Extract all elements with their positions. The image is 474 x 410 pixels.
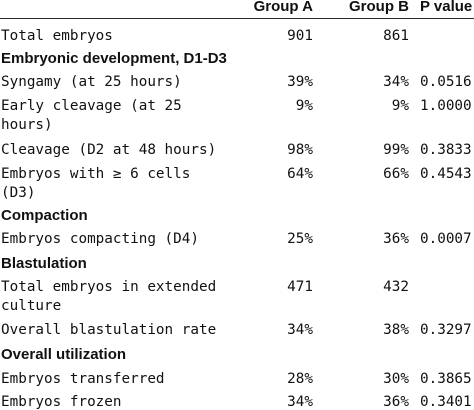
row-label: Embryos transferred (1, 371, 165, 387)
p-value: 0.3401 (420, 394, 472, 410)
column-header-p-value: P value (420, 0, 473, 15)
group-b-value: 861 (383, 28, 409, 44)
group-b-value: 66% (383, 166, 409, 182)
column-header-group-b: Group B (349, 0, 409, 15)
group-b-value: 432 (383, 279, 409, 295)
group-a-value: 34% (287, 322, 313, 338)
row-label: Embryos compacting (D4) (1, 231, 199, 247)
row-label: Cleavage (D2 at 48 hours) (1, 142, 217, 158)
group-a-value: 64% (287, 166, 313, 182)
row-label-continued: (D3) (1, 185, 36, 201)
section-title: Embryonic development, D1-D3 (1, 50, 227, 67)
section-title: Compaction (1, 207, 88, 224)
group-a-value: 901 (287, 28, 313, 44)
row-label: Embryos with ≥ 6 cells (1, 166, 191, 182)
row-label: Total embryos in extended (1, 279, 217, 295)
p-value: 0.3833 (420, 142, 472, 158)
p-value: 0.0007 (420, 231, 472, 247)
p-value: 0.3297 (420, 322, 472, 338)
group-a-value: 471 (287, 279, 313, 295)
row-label-continued: hours) (1, 117, 53, 133)
group-b-value: 34% (383, 74, 409, 90)
p-value: 0.3865 (420, 371, 472, 387)
group-a-value: 25% (287, 231, 313, 247)
p-value: 0.0516 (420, 74, 472, 90)
group-b-value: 99% (383, 142, 409, 158)
group-a-value: 9% (295, 98, 313, 114)
group-a-value: 98% (287, 142, 313, 158)
group-a-value: 34% (287, 394, 313, 410)
group-b-value: 9% (391, 98, 409, 114)
p-value: 0.4543 (420, 166, 472, 182)
row-label: Early cleavage (at 25 (1, 98, 182, 114)
row-label: Syngamy (at 25 hours) (1, 74, 182, 90)
column-header-group-a: Group A (253, 0, 313, 15)
group-b-value: 38% (383, 322, 409, 338)
group-a-value: 39% (287, 74, 313, 90)
row-label-continued: culture (1, 298, 62, 314)
p-value: 1.0000 (420, 98, 472, 114)
header-rule (0, 18, 474, 19)
row-label: Embryos frozen (1, 394, 122, 410)
group-b-value: 36% (383, 231, 409, 247)
row-label: Total embryos (1, 28, 113, 44)
section-title: Overall utilization (1, 346, 127, 363)
row-label: Overall blastulation rate (1, 322, 217, 338)
group-b-value: 30% (383, 371, 409, 387)
section-title: Blastulation (1, 255, 87, 272)
group-b-value: 36% (383, 394, 409, 410)
group-a-value: 28% (287, 371, 313, 387)
